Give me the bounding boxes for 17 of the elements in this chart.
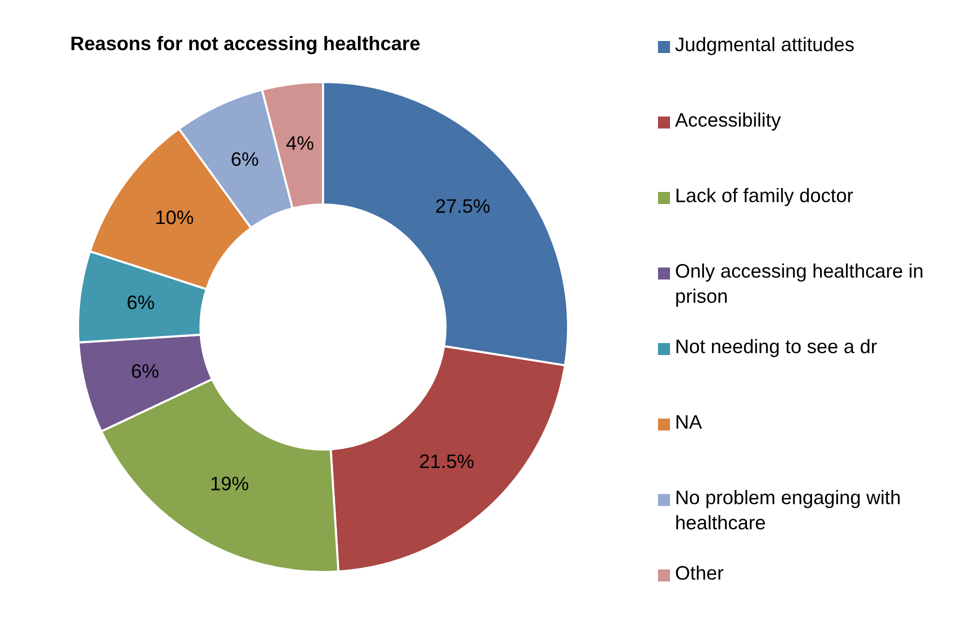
data-label: 4%	[286, 136, 314, 150]
chart-title: Reasons for not accessing healthcare	[72, 36, 420, 54]
legend-label: Lack of family doctor	[676, 188, 853, 206]
data-label: 6%	[232, 152, 258, 166]
legend-label: Other	[676, 566, 724, 580]
legend-label: Accessibility	[675, 112, 781, 131]
legend-label: No problem engaging with healthcare	[676, 490, 900, 530]
legend-label: NA	[676, 415, 702, 429]
data-label: 27.5%	[436, 199, 490, 213]
legend-label: Not needing to see a dr	[676, 339, 877, 358]
legend-label: Judgmental attitudes	[675, 37, 854, 56]
data-label: 21.5%	[420, 454, 474, 468]
data-label: 6%	[132, 364, 158, 378]
data-label: 19%	[212, 476, 248, 490]
data-label: 10%	[156, 210, 194, 224]
legend-label: Only accessing healthcare in prison	[676, 264, 922, 307]
data-label: 6%	[128, 295, 154, 310]
